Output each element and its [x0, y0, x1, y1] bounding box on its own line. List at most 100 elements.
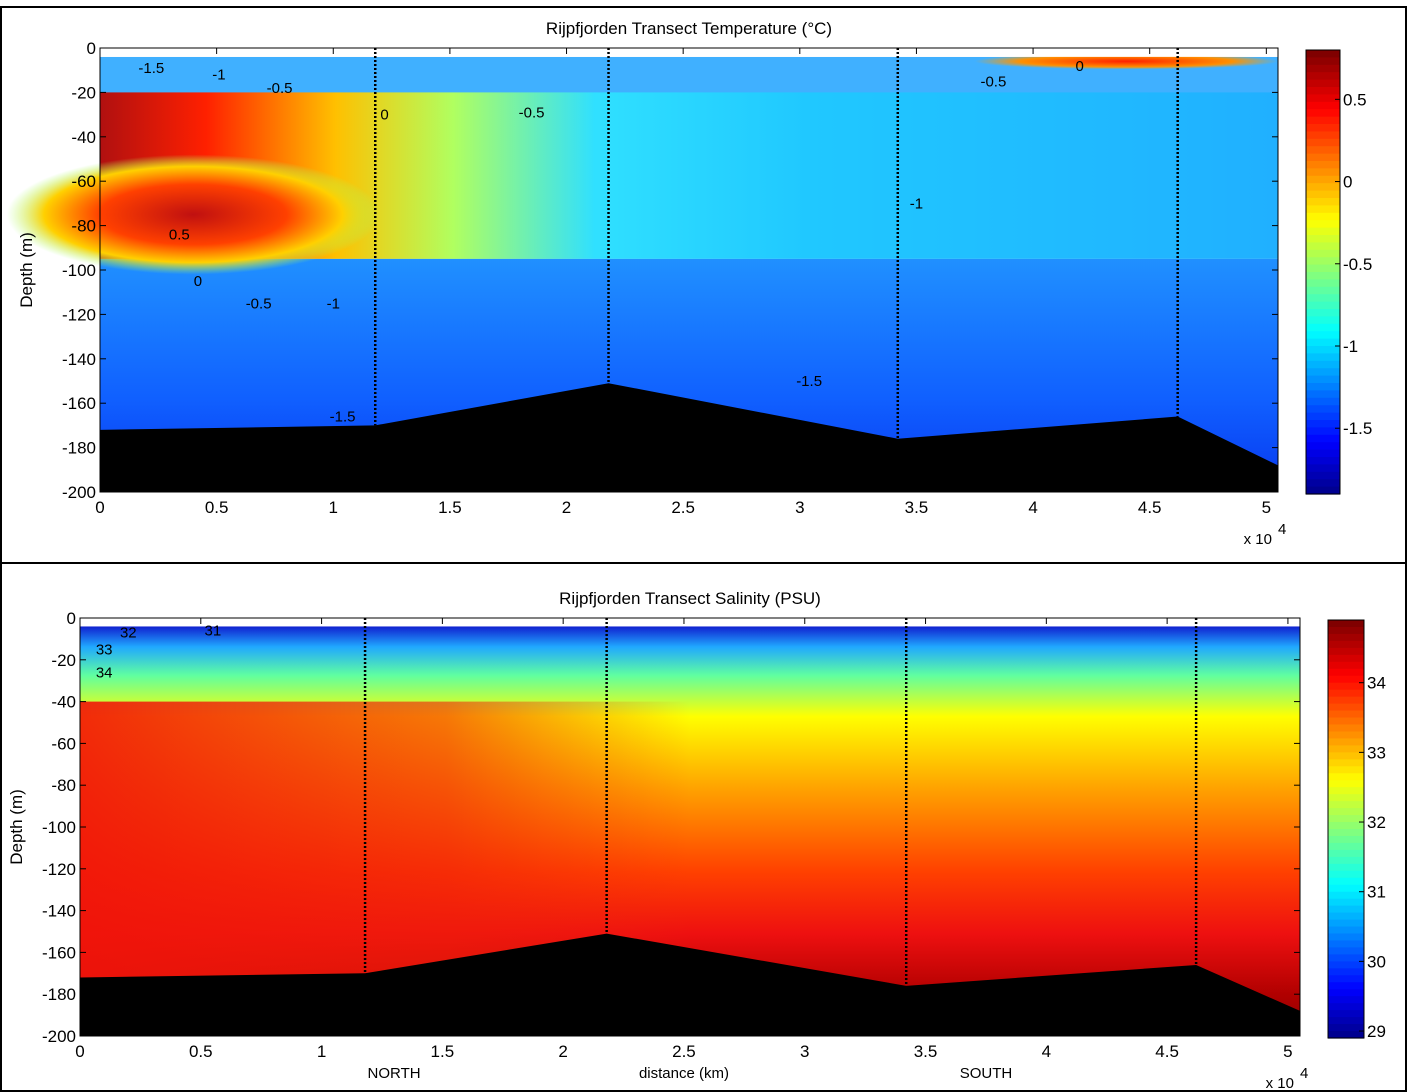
- y-tick-label: -200: [42, 1027, 76, 1046]
- y-tick-label: -160: [42, 943, 76, 962]
- colorbar-band: [1328, 1024, 1364, 1032]
- colorbar-band: [1328, 996, 1364, 1004]
- colorbar-band: [1328, 982, 1364, 990]
- y-tick-label: -100: [42, 818, 76, 837]
- colorbar-band: [1306, 286, 1340, 295]
- colorbar-band: [1328, 1017, 1364, 1025]
- colorbar-band: [1328, 731, 1364, 740]
- contour-label: -0.5: [980, 73, 1006, 90]
- colorbar-band: [1328, 877, 1364, 886]
- colorbar-band: [1328, 773, 1364, 781]
- colorbar-band: [1306, 242, 1340, 251]
- colorbar-tick-label: 29: [1367, 1022, 1386, 1041]
- y-tick-label: -120: [62, 305, 96, 324]
- colorbar-band: [1328, 912, 1364, 921]
- colorbar-band: [1306, 183, 1340, 192]
- colorbar-band: [1306, 464, 1340, 473]
- x-tick-label: 0.5: [205, 498, 229, 517]
- colorbar-band: [1328, 919, 1364, 928]
- colorbar-tick-label: -1.5: [1343, 419, 1372, 438]
- saline-core: [80, 701, 1300, 984]
- colorbar-band: [1306, 316, 1340, 325]
- x-tick-label: 0: [75, 1042, 84, 1061]
- colorbar-band: [1328, 787, 1364, 795]
- colorbar-band: [1306, 420, 1340, 428]
- colorbar-band: [1306, 368, 1340, 377]
- y-tick-label: 0: [67, 609, 76, 628]
- x-tick-label: 1.5: [431, 1042, 455, 1061]
- contour-label: 0: [380, 107, 388, 124]
- colorbar-band: [1306, 427, 1340, 436]
- contour-label: -1: [327, 295, 340, 312]
- y-tick-label: -120: [42, 860, 76, 879]
- contour-label: 31: [205, 623, 222, 640]
- colorbar-band: [1328, 668, 1364, 677]
- colorbar-band: [1328, 842, 1364, 851]
- colorbar-band: [1328, 898, 1364, 907]
- chart-title: Rijpfjorden Transect Salinity (PSU): [559, 589, 821, 608]
- y-tick-label: -40: [51, 693, 76, 712]
- contour-label: 33: [96, 641, 113, 658]
- y-tick-label: -60: [51, 734, 76, 753]
- colorbar-band: [1306, 131, 1340, 140]
- x-multiplier: x 10: [1266, 1075, 1294, 1090]
- colorbar-band: [1328, 926, 1364, 935]
- colorbar-band: [1306, 309, 1340, 317]
- colorbar-band: [1328, 703, 1364, 712]
- region-label: NORTH: [368, 1065, 421, 1082]
- x-tick-label: 2: [562, 498, 571, 517]
- surface-gap: [80, 618, 1300, 627]
- colorbar-band: [1306, 205, 1340, 214]
- x-tick-label: 1: [329, 498, 338, 517]
- y-tick-label: -100: [62, 261, 96, 280]
- x-tick-label: 3.5: [905, 498, 929, 517]
- colorbar-band: [1328, 1010, 1364, 1018]
- region-label: SOUTH: [960, 1065, 1013, 1082]
- x-tick-label: 4.5: [1155, 1042, 1179, 1061]
- colorbar-band: [1306, 235, 1340, 243]
- colorbar-band: [1306, 479, 1340, 488]
- contour-label: 32: [120, 625, 137, 642]
- colorbar-band: [1328, 947, 1364, 955]
- colorbar-band: [1306, 457, 1340, 465]
- warm-core-center: [6, 154, 380, 275]
- contour-label: -1.5: [330, 409, 356, 426]
- colorbar-band: [1306, 331, 1340, 340]
- colorbar-band: [1306, 227, 1340, 236]
- colorbar-tick-label: -0.5: [1343, 255, 1372, 274]
- colorbar-band: [1328, 738, 1364, 746]
- y-tick-label: -140: [42, 902, 76, 921]
- colorbar-band: [1306, 360, 1340, 369]
- contour-label: -0.5: [519, 104, 545, 121]
- colorbar-band: [1306, 397, 1340, 406]
- x-tick-label: 2.5: [672, 1042, 696, 1061]
- colorbar-band: [1328, 661, 1364, 670]
- colorbar-band: [1328, 689, 1364, 698]
- seabed: [80, 933, 1300, 1036]
- colorbar-band: [1306, 101, 1340, 110]
- colorbar-band: [1306, 405, 1340, 414]
- colorbar-band: [1328, 968, 1364, 976]
- colorbar-band: [1306, 323, 1340, 332]
- colorbar-band: [1328, 745, 1364, 753]
- colorbar-band: [1306, 346, 1340, 354]
- colorbar-band: [1328, 780, 1364, 788]
- y-tick-label: -200: [62, 483, 96, 502]
- contour-label: -0.5: [246, 295, 272, 312]
- colorbar-band: [1306, 94, 1340, 103]
- colorbar-band: [1306, 220, 1340, 229]
- x-tick-label: 0.5: [189, 1042, 213, 1061]
- y-tick-label: -20: [51, 651, 76, 670]
- x-tick-label: 3: [800, 1042, 809, 1061]
- contour-label: -1: [212, 67, 225, 84]
- colorbar-band: [1328, 989, 1364, 997]
- colorbar-tick-label: 34: [1367, 674, 1386, 693]
- colorbar-band: [1328, 710, 1364, 719]
- colorbar-band: [1306, 109, 1340, 118]
- colorbar-band: [1328, 849, 1364, 858]
- seabed: [100, 383, 1278, 492]
- colorbar-band: [1328, 870, 1364, 879]
- colorbar-band: [1328, 815, 1364, 823]
- colorbar-band: [1306, 486, 1340, 495]
- colorbar-band: [1306, 87, 1340, 95]
